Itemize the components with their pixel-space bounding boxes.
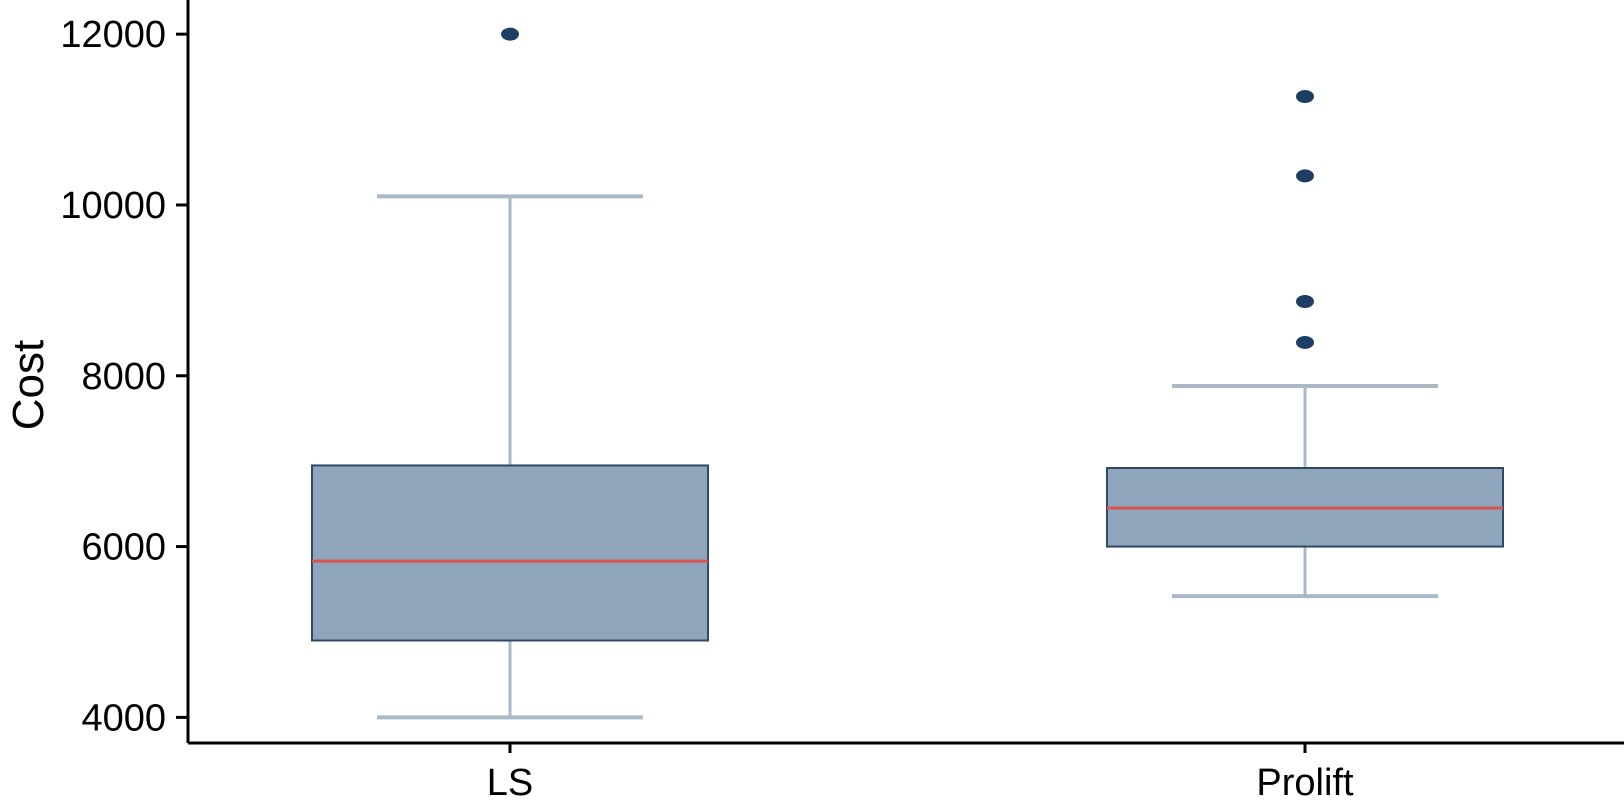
outlier-point: [1296, 169, 1314, 183]
outlier-point: [1296, 335, 1314, 349]
x-tick-label: LS: [487, 762, 533, 804]
axes-layer: 4000 6000 8000 10000 12000 LS Prolift: [60, 0, 1624, 804]
y-tick-label: 4000: [81, 697, 166, 739]
box-ls: [311, 27, 709, 720]
outlier-point: [1296, 294, 1314, 308]
boxes-layer: [311, 27, 1504, 720]
y-ticks: 4000 6000 8000 10000 12000: [60, 14, 188, 739]
outlier-point: [501, 27, 519, 41]
y-tick-label: 12000: [60, 14, 166, 56]
outlier-point: [1296, 90, 1314, 104]
x-tick-label: Prolift: [1256, 762, 1354, 804]
box-prolift: [1106, 90, 1504, 599]
y-tick-label: 6000: [81, 527, 166, 569]
iqr-box: [311, 464, 709, 642]
y-tick-label: 10000: [60, 185, 166, 227]
x-ticks: LS Prolift: [487, 743, 1354, 804]
y-axis-label: Cost: [4, 340, 53, 430]
y-tick-label: 8000: [81, 356, 166, 398]
